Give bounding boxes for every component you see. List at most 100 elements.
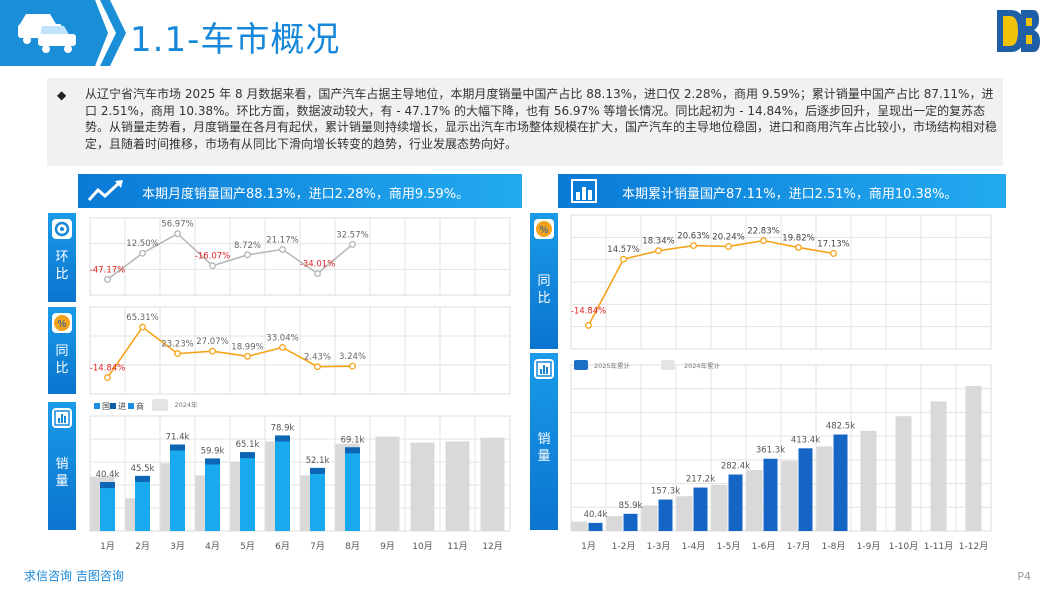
bar-data-label: 45.5k [131,464,155,474]
cum-bar-2025 [833,434,848,531]
x-tick-label: 8月 [345,541,360,552]
bar-chart-icon [52,408,72,428]
yoy-point [139,323,146,331]
cum-yoy-point [795,243,802,251]
legend-label: 商 [136,401,144,411]
cum-bar-2025 [693,487,708,531]
cum-yoy-data-label: 18.34% [642,237,674,247]
x-tick-label: 3月 [170,541,185,552]
percent-icon: % [534,219,554,239]
bar-data-label: 59.9k [201,446,225,456]
header: 1.1-车市概况 [0,0,1053,72]
x-tick-label: 1-12月 [959,541,988,552]
mom-data-label: -16.07% [195,252,230,262]
x-tick-label: 1-5月 [717,541,741,552]
side-tab-yoy-cumulative: % 同 比 [530,213,558,349]
side-tab-mom: 环 比 [48,213,76,302]
x-tick-label: 9月 [380,541,395,552]
bar-2025 [170,444,185,531]
summary-text: 从辽宁省汽车市场 2025 年 8 月数据来看，国产汽车占据主导地位，本期月度销… [85,87,998,151]
mom-point [174,230,181,238]
yoy-data-label: 3.24% [339,352,366,362]
legend-swatch [94,403,100,409]
bar-2025 [345,447,360,531]
cum-bar-data-label: 85.9k [619,501,643,511]
mom-point [104,275,111,283]
cum-yoy-line [587,239,834,326]
bar-2024 [375,436,400,531]
cum-bar-2024 [676,496,693,531]
bar-2025-import [205,458,220,465]
footer-links[interactable]: 求信咨询 吉图咨询 [24,569,124,583]
cum-yoy-point [585,321,592,329]
cum-bar-2024 [606,516,623,531]
x-tick-label: 1-10月 [889,541,918,552]
target-icon [52,219,72,239]
yoy-point [104,374,111,382]
cum-yoy-point [620,255,627,263]
cum-bar-data-label: 361.3k [756,446,785,456]
mom-data-label: 56.97% [161,220,193,230]
cum-bar-2025 [623,513,638,531]
cum-yoy-data-label: 19.82% [782,233,814,243]
x-tick-label: 1-9月 [857,541,881,552]
yoy-point [279,343,286,351]
yoy-line [106,325,353,379]
yoy-data-label: 18.99% [231,342,263,352]
yoy-point [209,347,216,355]
bar-data-label: 40.4k [96,470,120,480]
x-tick-label: 11月 [447,541,467,552]
svg-text:%: % [57,319,67,330]
legend-swatch [661,360,675,370]
side-tab-sales: 销 量 [48,402,76,530]
x-tick-label: 7月 [310,541,325,552]
bullet-diamond-icon: ◆ [57,88,67,102]
bar-2025 [310,467,325,531]
cum-yoy-data-label: 14.57% [607,245,639,255]
mom-data-label: -47.17% [90,265,125,275]
cum-bar-2024 [711,484,728,531]
yoy-point [349,362,356,370]
cum-bar-data-label: 282.4k [721,462,750,472]
side-label-yoy-cumulative: 同 比 [537,274,551,306]
bar-chart-icon [571,179,597,203]
cum-yoy-point [655,247,662,255]
cum-bar-2024 [895,416,912,531]
cum-yoy-data-label: 20.24% [712,232,744,242]
cum-bar-2024 [641,505,658,531]
bar-2025-import [135,475,150,482]
bar-data-label: 69.1k [341,435,365,445]
page-title: 1.1-车市概况 [130,20,341,60]
x-tick-label: 1-2月 [612,541,636,552]
bar-data-label: 71.4k [166,433,190,443]
x-tick-label: 10月 [412,541,432,552]
yoy-point [314,363,321,371]
mom-data-label: 8.72% [234,241,261,251]
monthly-band-text: 本期月度销量国产88.13%，进口2.28%，商用9.59%。 [142,187,470,202]
bar-2025-import [100,482,115,489]
side-label-yoy: 同 比 [55,344,69,376]
header-chevron-icon [100,0,126,66]
x-tick-label: 1-7月 [787,541,811,552]
bar-2025 [240,452,255,531]
legend-swatch [110,403,116,409]
legend-label: 2024年 [174,400,198,409]
side-label-sales-cumulative: 销 量 [537,432,551,464]
svg-text:%: % [539,225,549,236]
cum-yoy-point [760,237,767,245]
yoy-data-label: 23.23% [161,340,193,350]
bar-2025 [135,475,150,531]
x-tick-label: 1月 [100,541,115,552]
x-tick-label: 6月 [275,541,290,552]
legend-swatch [574,360,588,370]
mom-point [139,249,146,257]
mom-point [209,262,216,270]
side-label-sales: 销 量 [55,457,69,489]
cum-yoy-data-label: 17.13% [817,239,849,249]
mom-point [244,251,251,259]
cumulative-band-text: 本期累计销量国产87.11%，进口2.51%，商用10.38%。 [622,187,958,202]
bar-2025-import [275,435,290,442]
x-tick-label: 5月 [240,541,255,552]
cum-bar-data-label: 40.4k [584,510,608,520]
x-tick-label: 1-6月 [752,541,776,552]
